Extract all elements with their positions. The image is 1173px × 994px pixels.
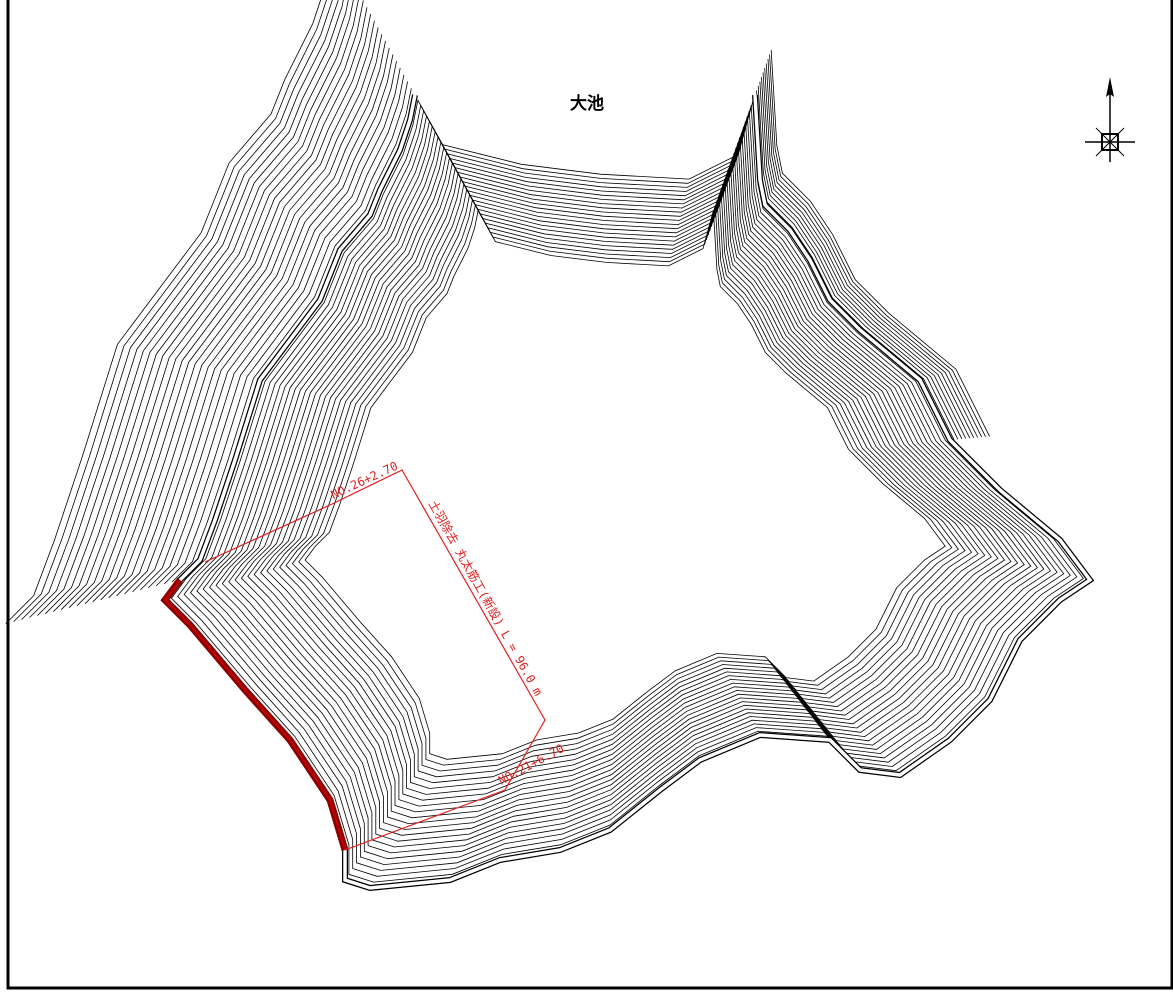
contour xyxy=(221,141,1032,836)
contour-lines xyxy=(5,0,1084,883)
contour xyxy=(170,99,1084,883)
contour xyxy=(770,49,990,437)
contour xyxy=(757,85,959,440)
contour xyxy=(148,67,401,589)
contour xyxy=(5,0,322,624)
contour xyxy=(68,0,364,608)
contour xyxy=(92,20,375,603)
contour xyxy=(155,74,405,587)
contour xyxy=(100,27,379,601)
contour xyxy=(29,0,339,618)
contour xyxy=(234,151,1019,825)
contour xyxy=(228,146,1025,830)
road-inner xyxy=(162,94,1093,890)
contour xyxy=(132,54,394,593)
contour xyxy=(215,135,1038,842)
lake-label: 大池 xyxy=(570,93,604,114)
contour xyxy=(189,114,1065,866)
contour xyxy=(21,0,333,620)
contour xyxy=(171,88,412,583)
leader-lines xyxy=(204,469,546,851)
contour xyxy=(765,63,979,438)
contour xyxy=(183,109,1071,871)
contour xyxy=(761,76,967,439)
contour xyxy=(769,54,986,437)
contour xyxy=(304,209,946,760)
contour xyxy=(196,120,1058,860)
contour xyxy=(53,0,354,612)
contour xyxy=(291,198,959,772)
north-arrow xyxy=(1085,77,1135,162)
work-section-center xyxy=(163,579,346,851)
contour xyxy=(272,183,979,789)
contour xyxy=(247,162,1006,813)
contour xyxy=(266,177,986,795)
contour xyxy=(163,81,408,585)
contour xyxy=(76,7,368,606)
contour xyxy=(240,156,1012,819)
contour xyxy=(762,72,971,439)
contour xyxy=(759,81,963,440)
contour xyxy=(298,204,953,766)
contour xyxy=(767,58,983,438)
contour xyxy=(37,0,344,616)
contour xyxy=(45,0,349,614)
contour xyxy=(253,167,999,807)
contour xyxy=(124,47,390,595)
contour xyxy=(764,67,975,438)
contour xyxy=(108,34,383,599)
contour xyxy=(84,13,372,605)
contour xyxy=(285,193,966,778)
contour xyxy=(60,0,359,610)
contour xyxy=(116,40,386,597)
contour xyxy=(260,172,992,801)
contour xyxy=(177,104,1078,877)
contour xyxy=(279,188,973,784)
frame xyxy=(6,0,1173,990)
contour xyxy=(13,0,327,622)
contour xyxy=(140,61,397,591)
contour xyxy=(202,125,1052,854)
contour xyxy=(209,130,1045,848)
